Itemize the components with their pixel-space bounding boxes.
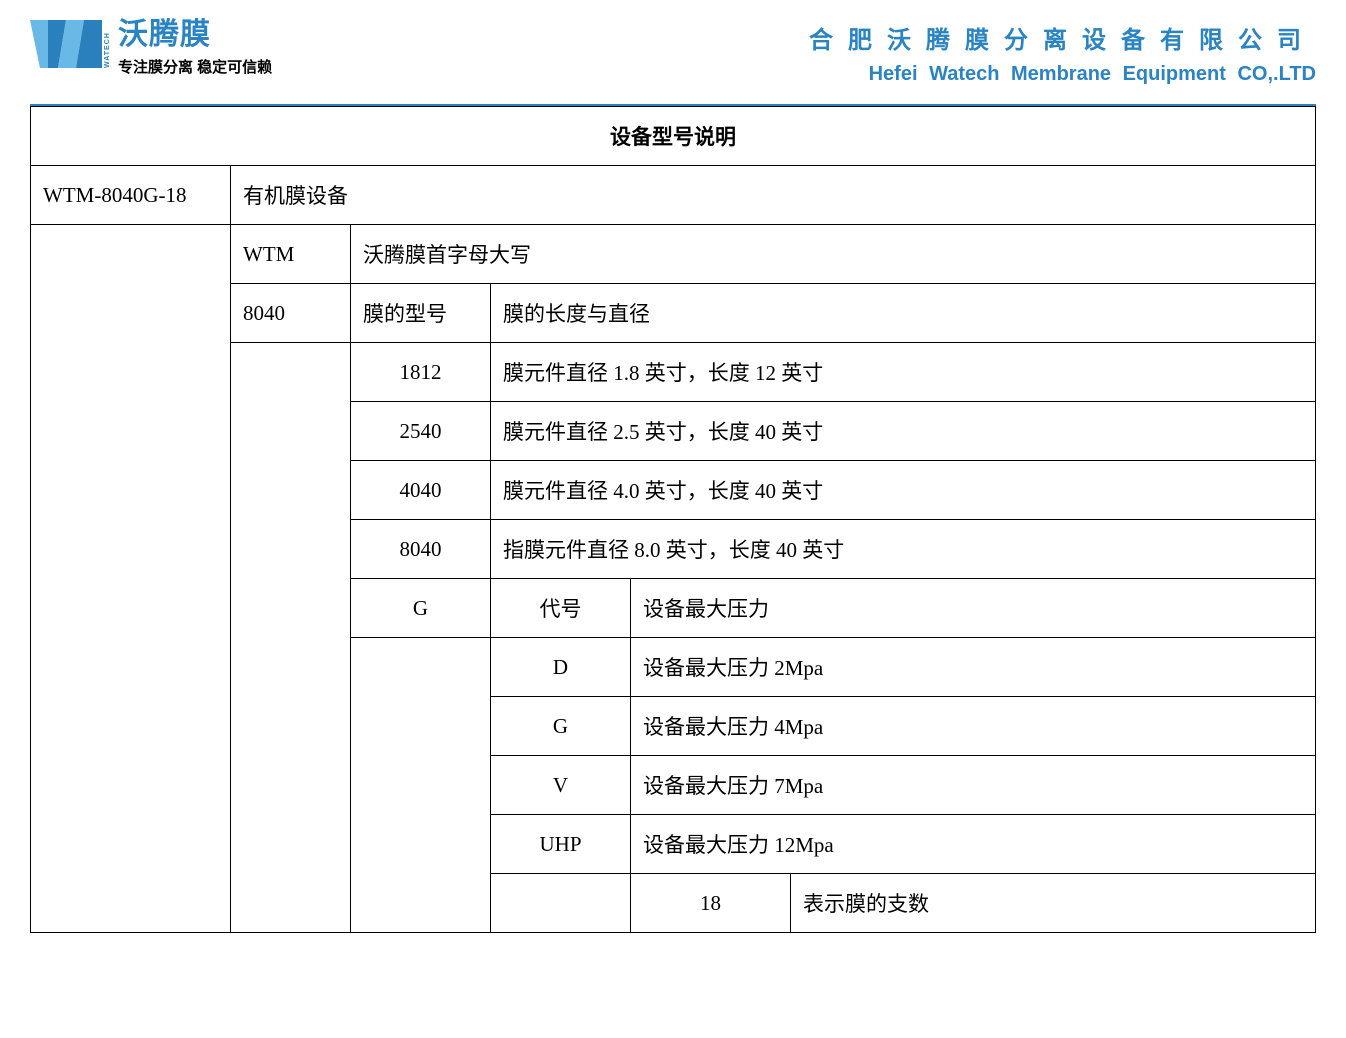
empty-sub1-span bbox=[351, 638, 491, 933]
size-code: 8040 bbox=[351, 520, 491, 579]
size-desc: 膜元件直径 4.0 英寸，长度 40 英寸 bbox=[491, 461, 1316, 520]
empty-sub2 bbox=[491, 874, 631, 933]
table-title-row: 设备型号说明 bbox=[31, 107, 1316, 166]
size-code: 1812 bbox=[351, 343, 491, 402]
empty-model-span bbox=[31, 225, 231, 933]
size-desc: 指膜元件直径 8.0 英寸，长度 40 英寸 bbox=[491, 520, 1316, 579]
wtm-row: WTM 沃腾膜首字母大写 bbox=[31, 225, 1316, 284]
spec-table: 设备型号说明 WTM-8040G-18 有机膜设备 WTM 沃腾膜首字母大写 8… bbox=[30, 106, 1316, 933]
wtm-desc: 沃腾膜首字母大写 bbox=[351, 225, 1316, 284]
brand-name-cn: 沃腾膜 bbox=[118, 20, 272, 50]
count-desc: 表示膜的支数 bbox=[791, 874, 1316, 933]
pressure-code: G bbox=[491, 697, 631, 756]
size-code: 4040 bbox=[351, 461, 491, 520]
press-code: G bbox=[351, 579, 491, 638]
page-header: WATECH 沃腾膜 专注膜分离 稳定可信赖 合肥沃腾膜分离设备有限公司 Hef… bbox=[30, 10, 1316, 106]
company-name-cn: 合肥沃腾膜分离设备有限公司 bbox=[809, 20, 1316, 55]
pressure-desc: 设备最大压力 12Mpa bbox=[631, 815, 1316, 874]
size-desc: 膜元件直径 1.8 英寸，长度 12 英寸 bbox=[491, 343, 1316, 402]
pressure-desc: 设备最大压力 4Mpa bbox=[631, 697, 1316, 756]
pressure-code: D bbox=[491, 638, 631, 697]
pressure-desc: 设备最大压力 7Mpa bbox=[631, 756, 1316, 815]
company-name-en: Hefei Watech Membrane Equipment CO,.LTD bbox=[869, 63, 1316, 86]
type-label: 膜的型号 bbox=[351, 284, 491, 343]
model-desc: 有机膜设备 bbox=[231, 166, 1316, 225]
model-code: WTM-8040G-18 bbox=[31, 166, 231, 225]
logo-icon: WATECH bbox=[30, 20, 110, 80]
press-label: 代号 bbox=[491, 579, 631, 638]
type-code: 8040 bbox=[231, 284, 351, 343]
count-code: 18 bbox=[631, 874, 791, 933]
press-subheader: 设备最大压力 bbox=[631, 579, 1316, 638]
pressure-desc: 设备最大压力 2Mpa bbox=[631, 638, 1316, 697]
size-code: 2540 bbox=[351, 402, 491, 461]
pressure-code: V bbox=[491, 756, 631, 815]
svg-text:WATECH: WATECH bbox=[104, 32, 110, 68]
empty-code-span bbox=[231, 343, 351, 933]
type-subheader: 膜的长度与直径 bbox=[491, 284, 1316, 343]
logo-text: 沃腾膜 专注膜分离 稳定可信赖 bbox=[118, 20, 272, 77]
table-title: 设备型号说明 bbox=[31, 107, 1316, 166]
pressure-code: UHP bbox=[491, 815, 631, 874]
company-block: 合肥沃腾膜分离设备有限公司 Hefei Watech Membrane Equi… bbox=[809, 20, 1316, 86]
wtm-code: WTM bbox=[231, 225, 351, 284]
brand-tagline: 专注膜分离 稳定可信赖 bbox=[118, 56, 272, 77]
model-row: WTM-8040G-18 有机膜设备 bbox=[31, 166, 1316, 225]
logo-block: WATECH 沃腾膜 专注膜分离 稳定可信赖 bbox=[30, 20, 272, 80]
size-desc: 膜元件直径 2.5 英寸，长度 40 英寸 bbox=[491, 402, 1316, 461]
